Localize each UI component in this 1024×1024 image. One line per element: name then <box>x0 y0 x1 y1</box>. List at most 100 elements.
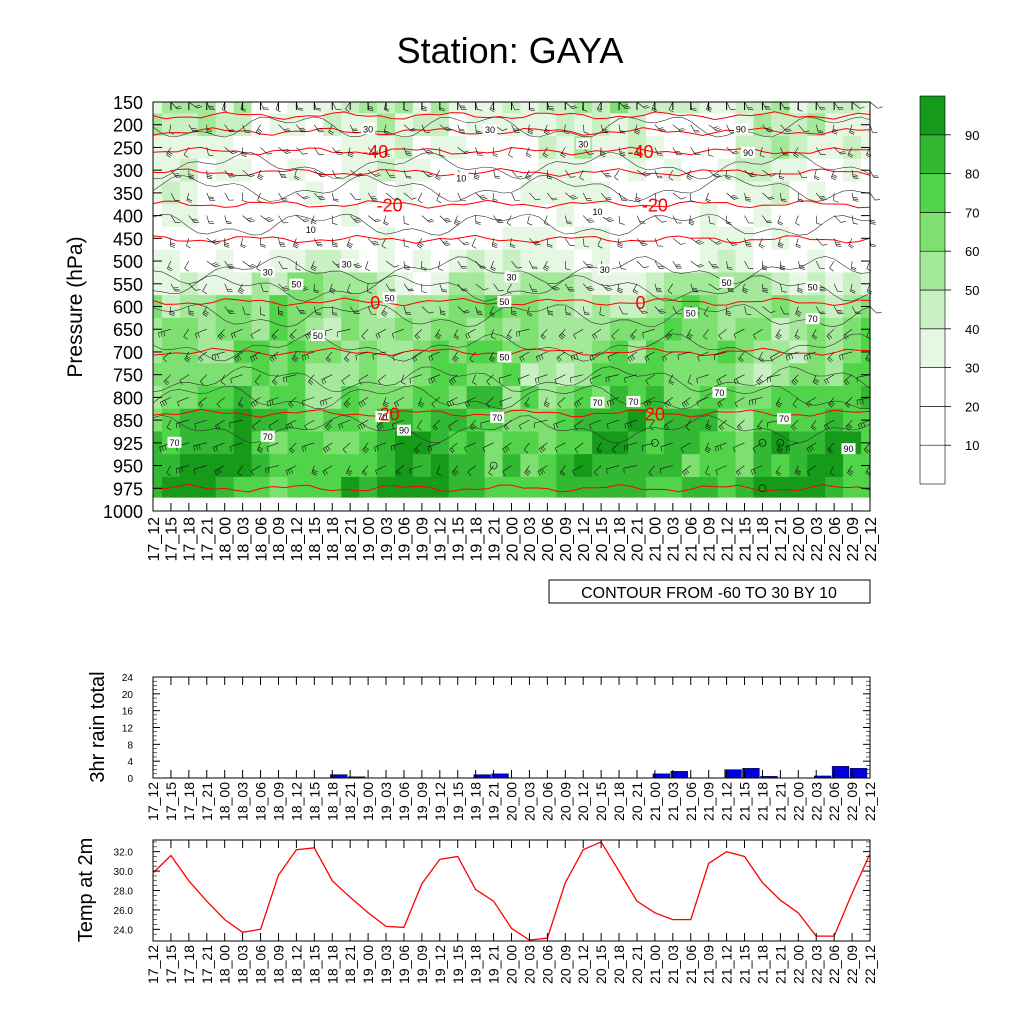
time-tick-label: 17_18 <box>181 782 197 821</box>
wind-barb <box>594 465 602 477</box>
rh-cell <box>359 363 378 387</box>
wind-barb <box>457 260 468 269</box>
wind-barb <box>815 192 827 201</box>
time-tick-label: 22_12 <box>862 945 878 984</box>
rh-cell <box>843 136 862 160</box>
rh-cell <box>520 454 539 478</box>
wind-barb <box>231 328 243 339</box>
wind-barb <box>238 397 244 408</box>
wind-barb <box>685 419 692 431</box>
wind-barb <box>346 465 353 476</box>
wind-barb <box>829 465 835 476</box>
rh-cell <box>520 158 539 183</box>
rh-cell <box>663 317 683 342</box>
rh-contour-label: 90 <box>843 444 853 454</box>
rh-cell <box>466 476 486 499</box>
rh-contour-line <box>152 213 871 236</box>
wind-barb <box>742 283 749 294</box>
rh-cell <box>484 386 504 410</box>
wind-barb <box>385 260 400 268</box>
rh-label-bg <box>741 146 756 158</box>
time-tick-label: 19_06 <box>396 782 412 821</box>
rh-label-bg <box>260 430 275 442</box>
wind-barb <box>361 465 369 476</box>
time-tick-label: 20_21 <box>629 945 645 984</box>
wind-barb <box>558 328 566 340</box>
wind-barb <box>489 351 496 363</box>
rh-cell <box>610 476 629 499</box>
wind-barb <box>417 397 425 408</box>
wind-barb <box>457 147 471 154</box>
wind-barb <box>260 215 274 222</box>
rh-contour-label: 70 <box>263 432 273 442</box>
wind-barb <box>278 192 288 201</box>
wind-barb <box>417 192 423 204</box>
wind-barb <box>332 101 342 110</box>
rh-cell <box>717 408 737 433</box>
rh-cell <box>699 363 719 387</box>
time-tick-label: 20_18 <box>611 782 627 821</box>
wind-barb <box>188 215 200 223</box>
rh-cell <box>251 454 271 478</box>
temp-y-label: Temp at 2m <box>75 838 97 942</box>
wind-barb <box>767 374 781 383</box>
wind-barb <box>523 442 530 454</box>
time-tick-label: 21_18 <box>755 945 771 984</box>
wind-barb <box>668 374 675 385</box>
wind-barb <box>565 215 572 225</box>
rh-cell <box>825 181 844 205</box>
wind-barb <box>681 397 691 408</box>
pressure-tick-label: 600 <box>113 298 143 318</box>
rh-cell <box>341 136 360 160</box>
wind-barb <box>582 306 590 316</box>
rh-cell <box>448 476 468 499</box>
wind-barb <box>725 170 731 180</box>
rh-cell <box>699 317 719 342</box>
time-tick-label: 18_09 <box>271 945 287 984</box>
wind-barb <box>827 442 835 454</box>
wind-barb <box>453 215 461 226</box>
wind-barb <box>618 306 628 315</box>
wind-barb <box>851 101 865 109</box>
rh-cell <box>466 386 486 410</box>
wind-barb <box>344 351 351 363</box>
colorbar-label: 70 <box>965 205 979 220</box>
wind-barb <box>703 306 709 317</box>
rh-contour-label: 30 <box>363 124 373 134</box>
rh-cell <box>215 386 235 410</box>
wind-barb <box>257 192 263 203</box>
wind-barb <box>795 215 800 226</box>
wind-barb <box>384 147 391 158</box>
wind-barb <box>600 147 606 157</box>
time-tick-label: 19_21 <box>486 782 502 821</box>
wind-barb <box>325 351 333 363</box>
rh-cell <box>843 340 862 364</box>
wind-barb <box>851 192 859 202</box>
wind-barb <box>489 101 496 113</box>
rh-contour-line <box>152 274 871 302</box>
rh-cell <box>717 317 737 342</box>
wind-barb <box>502 465 512 476</box>
wind-barb <box>869 101 883 109</box>
time-tick-label: 17_15 <box>163 945 179 984</box>
wind-barb <box>511 306 517 316</box>
wind-barb <box>630 328 638 340</box>
pressure-tick-label: 650 <box>113 320 143 340</box>
wind-barb <box>301 351 315 361</box>
rh-cell <box>556 386 575 410</box>
rain-y-tick-label: 8 <box>127 740 133 751</box>
rh-cell <box>825 454 844 478</box>
rh-cell <box>394 226 414 251</box>
rh-cell <box>215 317 235 342</box>
colorbar-box <box>919 134 946 174</box>
wind-barb <box>565 306 572 316</box>
wind-barb <box>839 351 853 361</box>
rh-cell <box>269 454 289 478</box>
rh-cell <box>663 454 683 478</box>
rh-cell <box>717 340 737 364</box>
rh-cell <box>538 363 557 387</box>
wind-barb <box>762 101 772 110</box>
wind-barb <box>564 124 570 135</box>
rh-cell <box>179 340 199 364</box>
calm-wind-circle <box>758 438 767 447</box>
